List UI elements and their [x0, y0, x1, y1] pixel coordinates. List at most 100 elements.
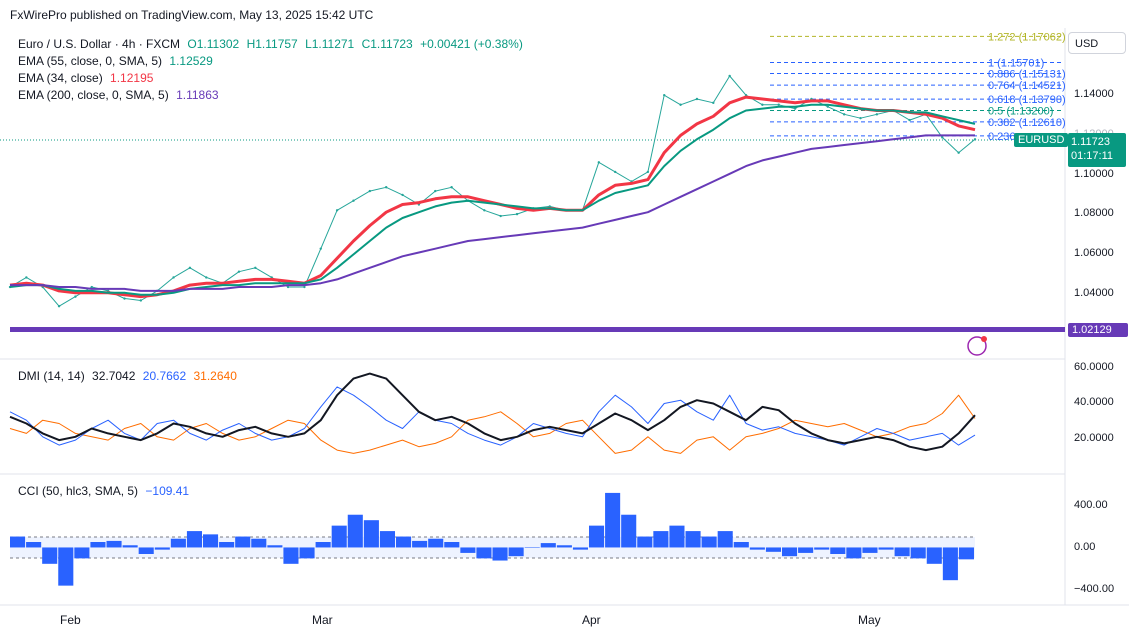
- price-point: [74, 295, 77, 298]
- price-point: [695, 97, 699, 101]
- dmi-series[interactable]: [9, 372, 976, 454]
- time-axis-label: Apr: [582, 613, 601, 627]
- dmi-axis-label: 60.0000: [1074, 361, 1114, 373]
- cci-bar: [669, 525, 685, 548]
- time-axis-label: Mar: [312, 613, 333, 627]
- price-point: [777, 103, 780, 106]
- support-line[interactable]: [10, 327, 1065, 332]
- price-point: [368, 189, 372, 193]
- price-point: [679, 103, 682, 106]
- price-line: [9, 75, 976, 307]
- fib-level-label: 0.5 (1.13200): [988, 106, 1053, 118]
- price-point: [384, 186, 388, 189]
- cci-axis-label: 400.00: [1074, 499, 1108, 511]
- time-axis-label: Feb: [60, 613, 81, 627]
- cci-bar: [830, 547, 846, 554]
- fib-level-label: 0.618 (1.13790): [988, 94, 1066, 106]
- cci-bar: [154, 547, 170, 550]
- price-point: [499, 214, 502, 218]
- cci-bar: [170, 538, 186, 548]
- alert-icon[interactable]: [967, 336, 987, 356]
- ema200-legend[interactable]: EMA (200, close, 0, SMA, 5) 1.11863: [18, 88, 223, 102]
- price-point: [483, 209, 486, 212]
- last-price-tag: 1.11723 01:17:11: [1068, 133, 1126, 167]
- cci-axis-label: −400.00: [1074, 583, 1115, 595]
- cci-bar: [251, 538, 267, 548]
- cci-axis-label: 0.00: [1074, 541, 1096, 553]
- symbol-tag: EURUSD: [1014, 133, 1069, 147]
- ema34-label: EMA (34, close): [18, 71, 103, 85]
- price-point: [90, 285, 93, 289]
- ema34-legend[interactable]: EMA (34, close) 1.12195: [18, 71, 157, 85]
- cci-bar: [203, 534, 219, 548]
- fib-level-label: 0.764 (1.14521): [988, 80, 1066, 92]
- publisher-credit: FxWirePro published on TradingView.com, …: [10, 8, 374, 22]
- price-point: [205, 276, 208, 279]
- ema55-value: 1.12529: [169, 54, 213, 68]
- price-point: [123, 297, 126, 300]
- cci-bar: [814, 547, 830, 550]
- cci-bar: [267, 545, 283, 548]
- price-axis-label: 1.08000: [1074, 207, 1114, 219]
- price-series[interactable]: [8, 74, 977, 308]
- price-point: [319, 247, 322, 250]
- price-point: [908, 118, 911, 122]
- cci-bar: [782, 547, 798, 557]
- cci-bar: [733, 542, 749, 548]
- price-point: [254, 266, 257, 270]
- ohlc-low: L1.11271: [305, 37, 355, 51]
- price-point: [761, 103, 764, 106]
- price-point: [286, 285, 290, 289]
- cci-bar: [10, 536, 26, 548]
- price-point: [957, 151, 960, 154]
- cci-bar: [508, 547, 524, 557]
- fib-level-label: 0.236: [988, 131, 1016, 143]
- ema200-line: [10, 134, 975, 292]
- cci-bar: [283, 547, 299, 564]
- cci-bar: [26, 542, 42, 548]
- ema55-legend[interactable]: EMA (55, close, 0, SMA, 5) 1.12529: [18, 54, 217, 68]
- price-point: [303, 285, 306, 289]
- price-point: [188, 266, 192, 270]
- price-point: [139, 299, 143, 302]
- cci-bar: [90, 542, 106, 548]
- dmi-plus-value: 20.7662: [142, 369, 187, 383]
- ema34-value: 1.12195: [110, 71, 154, 85]
- ema200-value: 1.11863: [176, 88, 219, 102]
- cci-bar: [138, 547, 154, 554]
- cci-histogram[interactable]: [10, 492, 974, 586]
- price-point: [728, 74, 731, 78]
- cci-bar: [235, 536, 251, 548]
- fib-level-label: 1 (1.15701): [988, 58, 1044, 70]
- cci-bar: [605, 492, 621, 548]
- cci-bar: [396, 536, 412, 548]
- currency-button[interactable]: USD: [1068, 32, 1126, 54]
- cci-bar: [219, 542, 235, 548]
- price-point: [793, 107, 797, 110]
- cci-bar: [556, 545, 572, 548]
- dmi-legend[interactable]: DMI (14, 14) 32.7042 20.7662 31.2640: [18, 369, 241, 383]
- cci-legend[interactable]: CCI (50, hlc3, SMA, 5) −109.41: [18, 484, 193, 498]
- price-point: [352, 199, 355, 202]
- price-point: [941, 136, 944, 139]
- fibonacci-levels[interactable]: 1.272 (1.17062) 1 (1.15701)0.886 (1.15131…: [770, 31, 1066, 143]
- price-point: [434, 189, 437, 193]
- price-point: [57, 305, 61, 308]
- price-point: [875, 113, 879, 116]
- dmi-adx-value: 32.7042: [92, 369, 136, 383]
- cci-bar: [958, 547, 974, 560]
- cci-bar: [701, 536, 717, 548]
- price-axis-label: 1.06000: [1074, 247, 1114, 259]
- ema200-label: EMA (200, close, 0, SMA, 5): [18, 88, 169, 102]
- ohlc-open: O1.11302: [187, 37, 240, 51]
- cci-bar: [846, 547, 862, 559]
- cci-bar: [58, 547, 74, 586]
- price-point: [335, 209, 339, 212]
- price-point: [859, 116, 862, 120]
- dmi-plus-line: [9, 386, 976, 446]
- dmi-axis-label: 40.0000: [1074, 396, 1114, 408]
- price-point: [515, 212, 519, 216]
- fib-level-label: 0.382 (1.12610): [988, 117, 1066, 129]
- last-price-value: 1.11723: [1071, 136, 1110, 148]
